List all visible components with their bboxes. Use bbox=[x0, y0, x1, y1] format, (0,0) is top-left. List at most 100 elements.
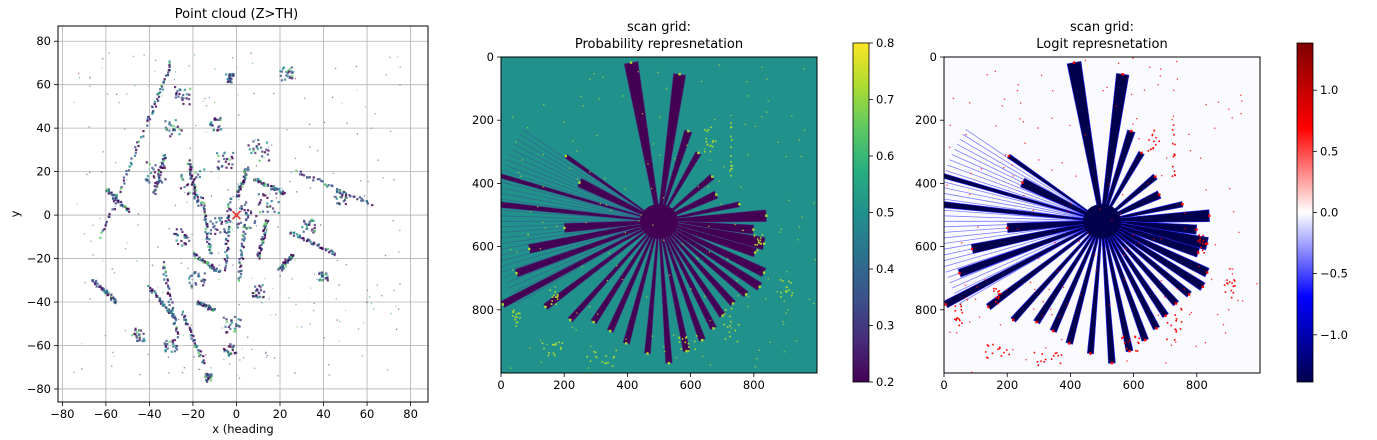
point bbox=[180, 96, 183, 99]
occupied-cell bbox=[1137, 341, 1140, 344]
point bbox=[339, 192, 342, 195]
point bbox=[381, 294, 383, 297]
point bbox=[200, 201, 204, 204]
point bbox=[125, 173, 128, 176]
occupied-cell bbox=[1012, 175, 1014, 177]
point bbox=[302, 174, 306, 177]
point bbox=[168, 65, 171, 69]
point bbox=[312, 179, 315, 182]
occupied-cell bbox=[680, 348, 682, 350]
occupied-cell bbox=[1121, 337, 1123, 340]
point bbox=[261, 236, 264, 239]
point bbox=[240, 254, 243, 257]
point bbox=[217, 252, 220, 254]
occupied-cell bbox=[589, 306, 591, 308]
point bbox=[171, 339, 174, 342]
point bbox=[156, 99, 160, 102]
point bbox=[334, 195, 337, 199]
occupied-cell bbox=[1175, 331, 1178, 333]
point bbox=[290, 70, 293, 73]
occupied-cell bbox=[783, 300, 785, 302]
occupied-cell bbox=[547, 354, 550, 357]
point bbox=[207, 261, 209, 264]
point bbox=[233, 352, 237, 355]
occupied-cell bbox=[1211, 278, 1213, 281]
point bbox=[188, 281, 191, 284]
occupied-cell bbox=[1184, 212, 1186, 214]
occupied-cell bbox=[757, 240, 760, 242]
point bbox=[198, 302, 201, 306]
point bbox=[192, 178, 195, 181]
point bbox=[194, 283, 197, 286]
point bbox=[222, 316, 225, 319]
point bbox=[159, 300, 162, 303]
point bbox=[202, 359, 205, 362]
point bbox=[146, 116, 150, 119]
occupied-endpoint bbox=[987, 305, 990, 309]
point bbox=[238, 325, 241, 328]
point bbox=[265, 230, 268, 232]
occupied-cell bbox=[756, 249, 759, 251]
occupied-cell bbox=[576, 150, 578, 152]
point bbox=[267, 159, 271, 162]
occupied-cell bbox=[709, 159, 712, 161]
occupied-cell bbox=[723, 166, 725, 168]
occupied-cell bbox=[1199, 236, 1202, 238]
occupied-cell bbox=[1037, 364, 1040, 367]
y-tick-label: 200 bbox=[472, 113, 494, 127]
occupied-cell bbox=[1136, 350, 1139, 352]
point bbox=[200, 259, 203, 262]
occupied-cell bbox=[742, 229, 744, 232]
occupied-cell bbox=[1198, 265, 1200, 267]
occupied-cell bbox=[1161, 174, 1163, 177]
point bbox=[284, 260, 287, 264]
occupied-cell bbox=[1040, 74, 1043, 76]
occupied-cell bbox=[700, 80, 703, 83]
occupied-cell bbox=[553, 294, 555, 297]
occupied-endpoint bbox=[1051, 329, 1055, 333]
point bbox=[244, 176, 247, 179]
occupied-cell bbox=[729, 126, 732, 129]
occupied-cell bbox=[571, 326, 573, 328]
point bbox=[110, 298, 113, 301]
occupied-endpoint bbox=[1187, 293, 1191, 296]
scan-ray-thin bbox=[947, 164, 1103, 222]
occupied-cell bbox=[1149, 66, 1151, 68]
occupied-cell bbox=[697, 185, 700, 188]
point bbox=[148, 181, 151, 184]
occupied-cell bbox=[730, 154, 732, 157]
point bbox=[124, 205, 127, 208]
point bbox=[145, 161, 148, 164]
occupied-cell bbox=[786, 271, 788, 273]
point bbox=[395, 305, 397, 307]
point bbox=[154, 105, 158, 108]
point bbox=[264, 231, 267, 234]
point bbox=[210, 376, 213, 379]
point bbox=[294, 372, 296, 374]
occupied-cell bbox=[616, 265, 618, 267]
occupied-cell bbox=[1237, 299, 1239, 302]
point bbox=[279, 275, 281, 277]
point bbox=[240, 207, 244, 210]
occupied-cell bbox=[709, 145, 711, 147]
point bbox=[290, 257, 293, 260]
point bbox=[157, 174, 160, 177]
occupied-cell bbox=[730, 164, 732, 167]
occupied-cell bbox=[1148, 139, 1150, 141]
occupied-cell bbox=[970, 172, 972, 175]
point bbox=[263, 226, 267, 230]
point bbox=[269, 205, 272, 208]
point bbox=[188, 103, 191, 106]
point bbox=[181, 177, 184, 181]
point bbox=[164, 344, 168, 348]
occupied-cell bbox=[740, 186, 742, 188]
occupied-cell bbox=[1204, 342, 1207, 344]
point bbox=[174, 96, 178, 99]
point bbox=[146, 118, 149, 121]
occupied-cell bbox=[1232, 268, 1234, 270]
point bbox=[163, 78, 166, 81]
point bbox=[229, 323, 232, 326]
point bbox=[346, 122, 348, 125]
point bbox=[156, 180, 159, 184]
occupied-cell bbox=[1059, 362, 1062, 365]
